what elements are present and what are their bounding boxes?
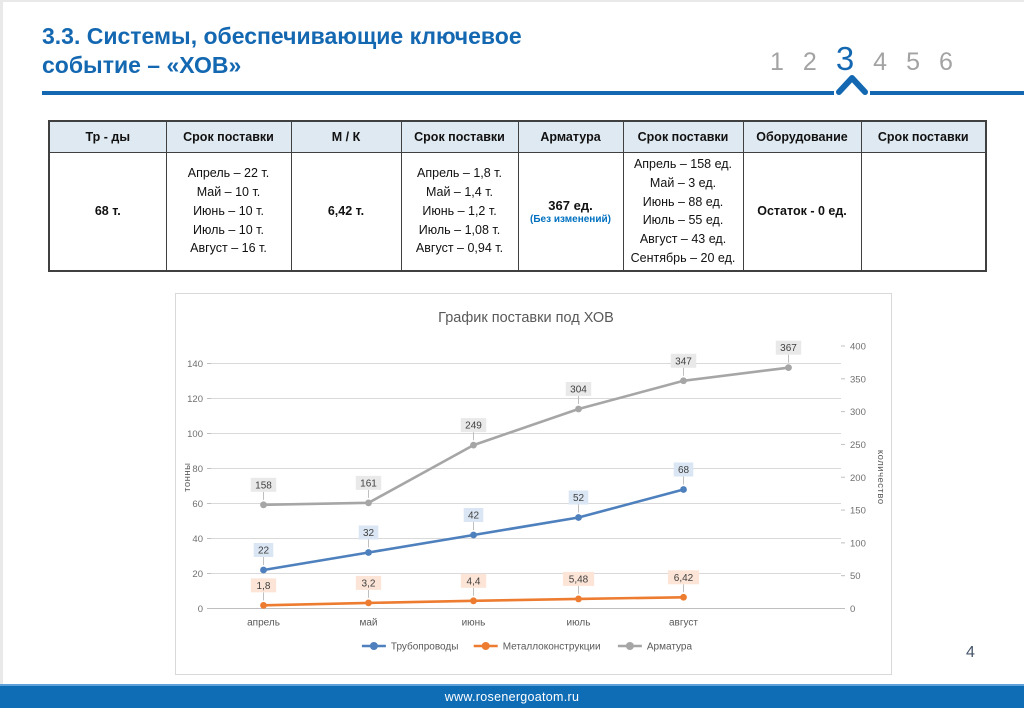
col-header-equipment: Оборудование — [742, 120, 862, 153]
svg-text:1,8: 1,8 — [257, 581, 271, 592]
svg-text:количество: количество — [875, 450, 886, 505]
armature-schedule-cell: Апрель – 158 ед. Май – 3 ед. Июнь – 88 е… — [622, 152, 744, 271]
svg-text:0: 0 — [198, 604, 203, 615]
svg-text:347: 347 — [675, 356, 692, 367]
footer-link[interactable]: www.rosenergoatom.ru — [444, 690, 580, 704]
svg-text:июль: июль — [567, 618, 591, 629]
svg-text:тонны: тонны — [182, 463, 193, 492]
svg-text:158: 158 — [255, 480, 272, 491]
page-indicator-1[interactable]: 1 — [770, 48, 784, 76]
pipes-schedule-cell: Апрель – 22 т. Май – 10 т. Июнь – 10 т. … — [165, 152, 292, 271]
svg-text:5,48: 5,48 — [569, 574, 589, 585]
page-indicator-4[interactable]: 4 — [873, 48, 888, 76]
svg-text:Металлоконструкции: Металлоконструкции — [503, 642, 601, 653]
svg-text:80: 80 — [192, 464, 203, 475]
svg-text:52: 52 — [573, 493, 585, 504]
mk-total-cell: 6,42 т. — [290, 152, 402, 271]
svg-text:304: 304 — [570, 385, 587, 396]
armature-note: (Без изменений) — [530, 213, 611, 225]
pipes-total-cell: 68 т. — [48, 152, 167, 271]
svg-text:100: 100 — [850, 538, 866, 549]
page-indicator-5[interactable]: 5 — [906, 48, 920, 76]
svg-text:120: 120 — [187, 394, 203, 405]
svg-text:июнь: июнь — [462, 618, 486, 629]
svg-text:42: 42 — [468, 511, 480, 522]
svg-text:161: 161 — [360, 478, 377, 489]
svg-text:22: 22 — [258, 546, 270, 557]
svg-text:май: май — [359, 618, 377, 629]
armature-total-cell: 367 ед. (Без изменений) — [517, 152, 624, 271]
slide-edge-left — [0, 0, 3, 708]
svg-text:150: 150 — [850, 506, 866, 517]
svg-text:400: 400 — [850, 342, 866, 353]
svg-text:200: 200 — [850, 473, 866, 484]
col-header-pipes: Тр - ды — [48, 120, 167, 153]
equipment-schedule-cell — [860, 152, 987, 271]
col-header-armature: Арматура — [517, 120, 624, 153]
delivery-chart-svg: График поставки под ХОВ 0 20 40 60 80 100 120 14… — [182, 310, 886, 653]
col-header-schedule-4: Срок поставки — [860, 120, 987, 153]
page-indicator-3-active[interactable]: 3 — [835, 40, 855, 77]
svg-text:6,42: 6,42 — [674, 573, 694, 584]
page-indicator-2[interactable]: 2 — [802, 48, 817, 76]
svg-text:32: 32 — [363, 528, 375, 539]
table-header-row: Тр - ды Срок поставки М / К Срок поставк… — [48, 120, 987, 153]
slide-page-number: 4 — [966, 644, 975, 661]
svg-text:367: 367 — [780, 343, 797, 354]
armature-total-value: 367 ед. — [548, 197, 593, 213]
section-chevron-icon — [836, 75, 868, 95]
svg-text:100: 100 — [187, 429, 203, 440]
svg-text:4,4: 4,4 — [467, 576, 481, 587]
col-header-schedule-3: Срок поставки — [622, 120, 744, 153]
title-underline-left — [42, 91, 834, 95]
svg-text:140: 140 — [187, 359, 203, 370]
slide-title: 3.3. Системы, обеспечивающие ключевое со… — [42, 23, 522, 78]
svg-text:20: 20 — [192, 569, 203, 580]
svg-text:250: 250 — [850, 440, 866, 451]
svg-text:60: 60 — [192, 499, 203, 510]
svg-text:300: 300 — [850, 407, 866, 418]
svg-text:График поставки под ХОВ: График поставки под ХОВ — [438, 310, 614, 326]
svg-text:350: 350 — [850, 374, 866, 385]
delivery-chart: График поставки под ХОВ 0 20 40 60 80 100 120 14… — [175, 293, 892, 675]
delivery-table: Тр - ды Срок поставки М / К Срок поставк… — [48, 120, 987, 272]
svg-text:40: 40 — [192, 534, 203, 545]
svg-text:249: 249 — [465, 421, 482, 432]
footer-bar: www.rosenergoatom.ru — [0, 684, 1024, 708]
col-header-schedule-1: Срок поставки — [165, 120, 292, 153]
svg-text:Трубопроводы: Трубопроводы — [391, 641, 459, 653]
page-indicator-6[interactable]: 6 — [938, 48, 953, 76]
svg-text:Арматура: Арматура — [647, 642, 693, 653]
section-pagination: 1 2 3 4 5 6 — [770, 40, 953, 78]
col-header-schedule-2: Срок поставки — [400, 120, 519, 153]
svg-text:0: 0 — [850, 604, 855, 615]
svg-text:68: 68 — [678, 465, 690, 476]
svg-text:50: 50 — [850, 571, 861, 582]
title-underline-right — [870, 91, 1024, 95]
col-header-mk: М / К — [290, 120, 402, 153]
svg-text:август: август — [669, 618, 698, 629]
slide-edge-top — [0, 0, 1024, 2]
svg-text:3,2: 3,2 — [362, 578, 376, 589]
table-data-row: 68 т. Апрель – 22 т. Май – 10 т. Июнь – … — [48, 152, 987, 271]
equipment-total-cell: Остаток - 0 ед. — [742, 152, 862, 271]
mk-schedule-cell: Апрель – 1,8 т. Май – 1,4 т. Июнь – 1,2 … — [400, 152, 519, 271]
svg-text:апрель: апрель — [247, 618, 280, 629]
